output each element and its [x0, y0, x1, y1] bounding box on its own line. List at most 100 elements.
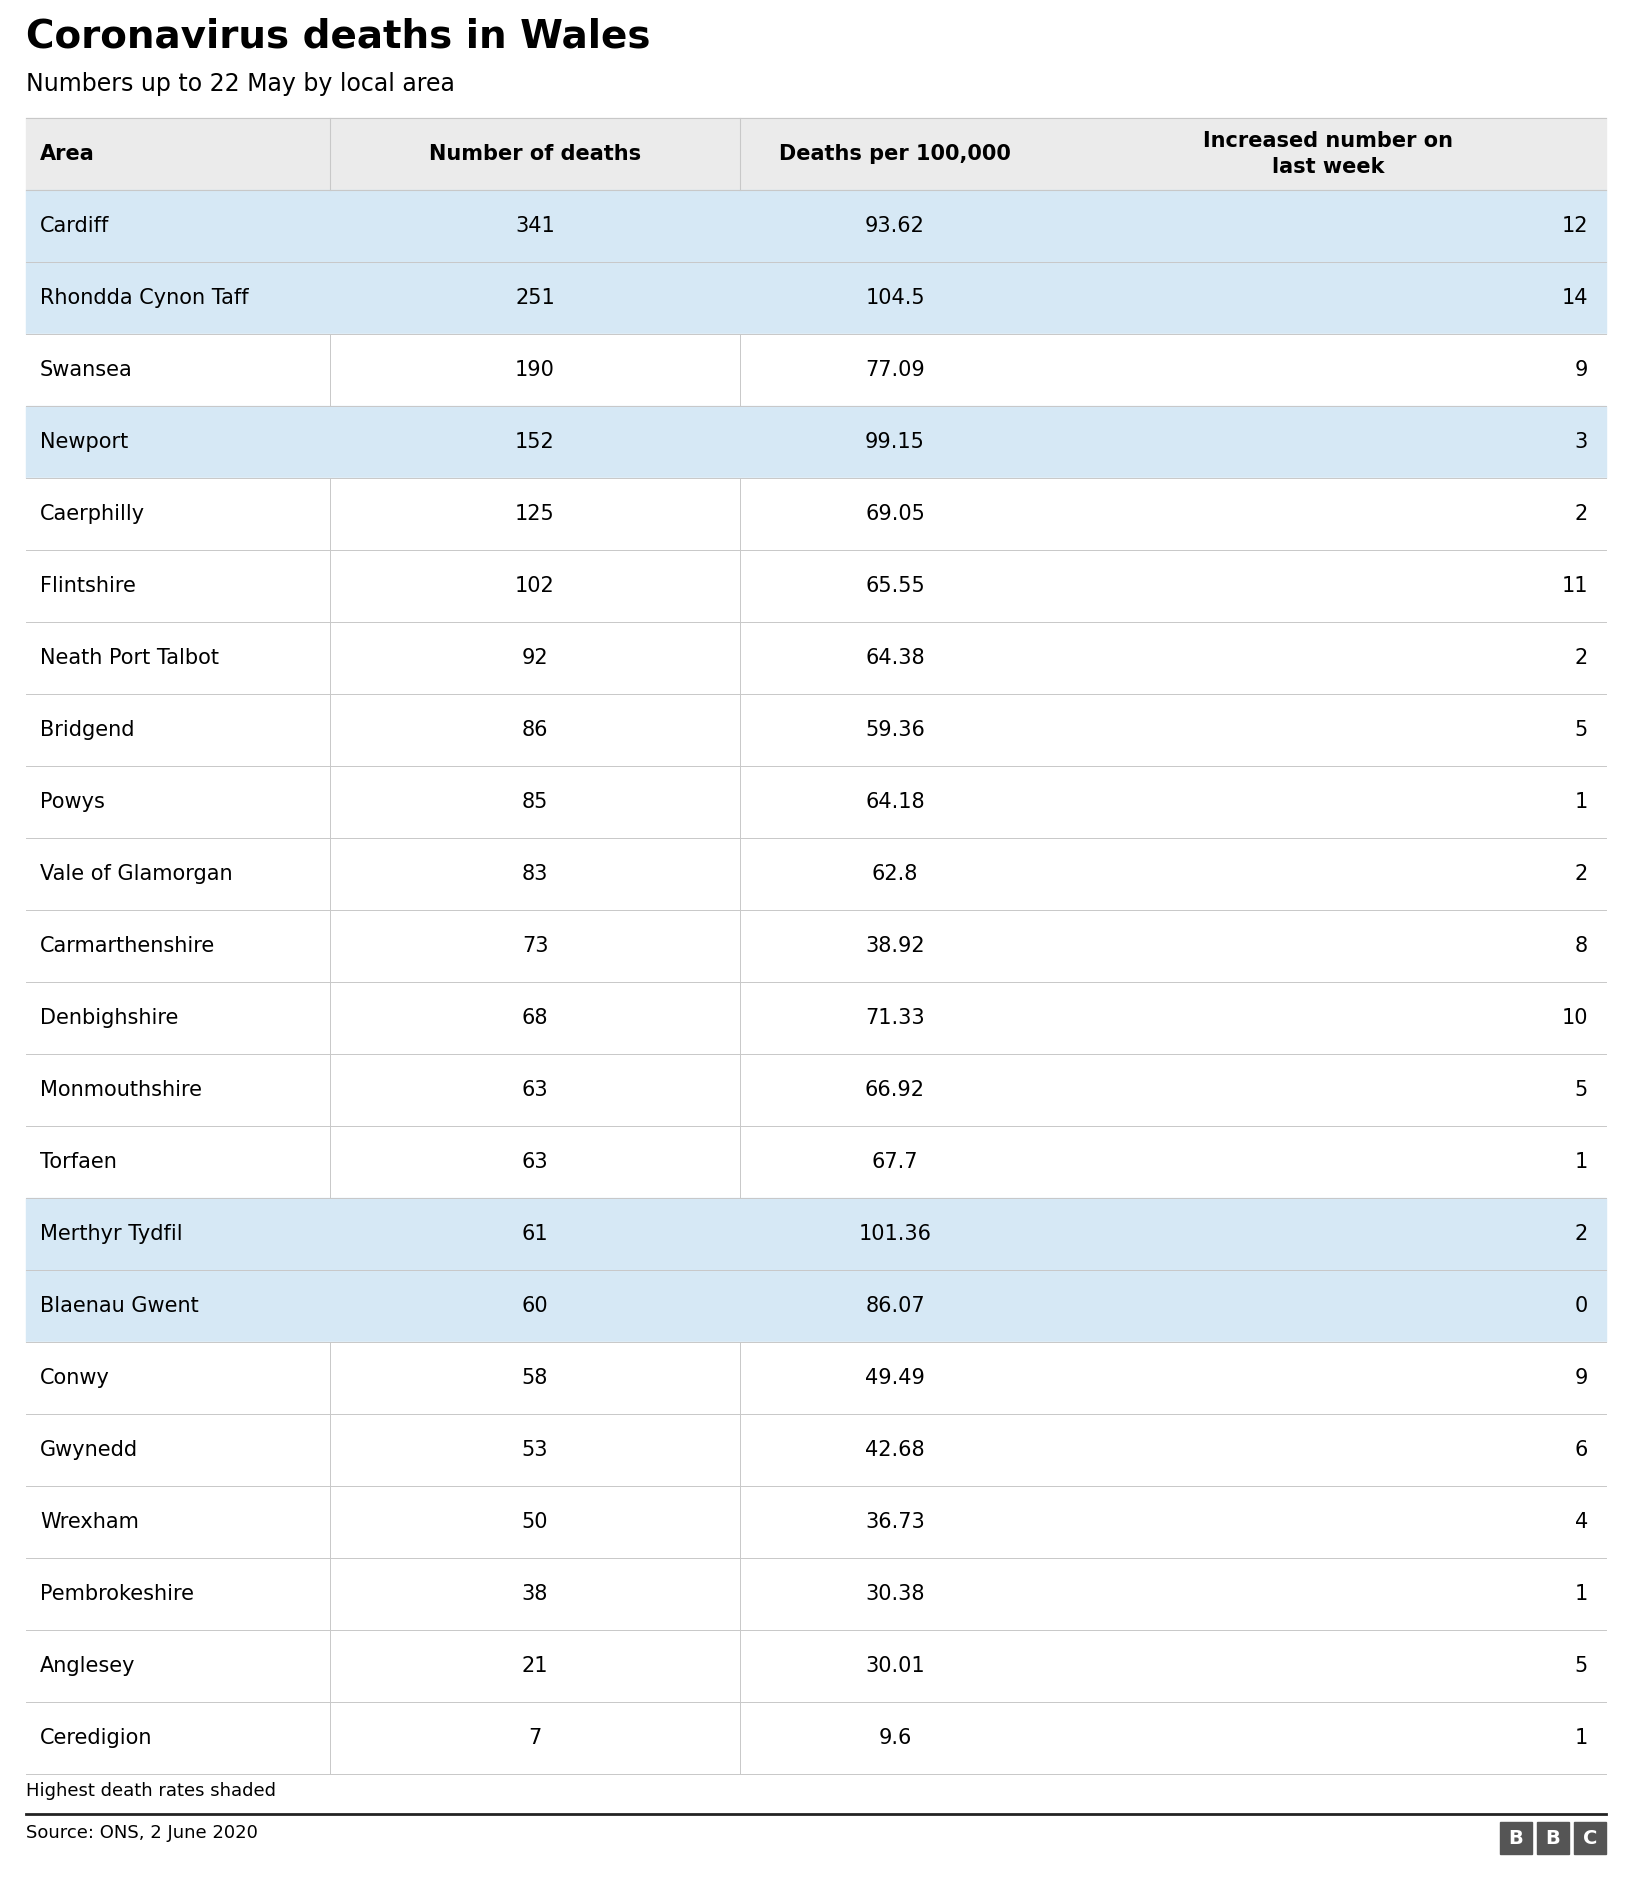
Text: 7: 7	[529, 1729, 542, 1748]
Text: Pembrokeshire: Pembrokeshire	[41, 1584, 194, 1603]
Text: Increased number on
last week: Increased number on last week	[1203, 131, 1452, 177]
Text: Rhondda Cynon Taff: Rhondda Cynon Taff	[41, 288, 248, 308]
Text: 58: 58	[522, 1367, 548, 1388]
Text: 5: 5	[1575, 720, 1588, 741]
Text: 2: 2	[1575, 864, 1588, 883]
Bar	[26, 1485, 1606, 1557]
Text: 3: 3	[1575, 432, 1588, 451]
Text: Cardiff: Cardiff	[41, 215, 109, 236]
Text: Coronavirus deaths in Wales: Coronavirus deaths in Wales	[26, 17, 651, 55]
Text: 38: 38	[522, 1584, 548, 1603]
Bar	[26, 190, 1606, 263]
Text: Denbighshire: Denbighshire	[41, 1007, 178, 1028]
Bar	[26, 118, 1606, 190]
Bar	[26, 1557, 1606, 1630]
Text: 30.38: 30.38	[865, 1584, 925, 1603]
Text: 62.8: 62.8	[871, 864, 919, 883]
Text: 5: 5	[1575, 1656, 1588, 1676]
Text: 86: 86	[522, 720, 548, 741]
Text: 2: 2	[1575, 1224, 1588, 1243]
Text: 12: 12	[1562, 215, 1588, 236]
Bar	[26, 693, 1606, 765]
Bar	[1537, 1822, 1568, 1854]
Text: 36.73: 36.73	[865, 1512, 925, 1533]
Bar	[26, 838, 1606, 910]
Text: 101.36: 101.36	[858, 1224, 932, 1243]
Text: 50: 50	[522, 1512, 548, 1533]
Text: 9: 9	[1575, 360, 1588, 381]
Text: Number of deaths: Number of deaths	[429, 145, 641, 164]
Text: 38.92: 38.92	[865, 937, 925, 956]
Bar	[26, 1270, 1606, 1342]
Text: 1: 1	[1575, 1729, 1588, 1748]
Bar	[26, 1415, 1606, 1485]
Text: 68: 68	[522, 1007, 548, 1028]
Text: B: B	[1546, 1828, 1560, 1847]
Text: B: B	[1508, 1828, 1523, 1847]
Text: 2: 2	[1575, 647, 1588, 668]
Text: Flintshire: Flintshire	[41, 577, 135, 596]
Text: 9.6: 9.6	[878, 1729, 912, 1748]
Text: 341: 341	[516, 215, 555, 236]
Bar	[26, 623, 1606, 693]
Text: 5: 5	[1575, 1080, 1588, 1101]
Text: 66.92: 66.92	[865, 1080, 925, 1101]
Text: 0: 0	[1575, 1297, 1588, 1316]
Bar	[26, 1702, 1606, 1775]
Text: Source: ONS, 2 June 2020: Source: ONS, 2 June 2020	[26, 1824, 258, 1841]
Text: Neath Port Talbot: Neath Port Talbot	[41, 647, 219, 668]
Text: 1: 1	[1575, 1152, 1588, 1173]
Text: 10: 10	[1562, 1007, 1588, 1028]
Text: Numbers up to 22 May by local area: Numbers up to 22 May by local area	[26, 72, 455, 95]
Text: Torfaen: Torfaen	[41, 1152, 118, 1173]
Text: 93.62: 93.62	[865, 215, 925, 236]
Text: 61: 61	[522, 1224, 548, 1243]
Text: 6: 6	[1575, 1439, 1588, 1460]
Text: 102: 102	[516, 577, 555, 596]
Text: Anglesey: Anglesey	[41, 1656, 135, 1676]
Text: 64.38: 64.38	[865, 647, 925, 668]
Text: Merthyr Tydfil: Merthyr Tydfil	[41, 1224, 183, 1243]
Text: 86.07: 86.07	[865, 1297, 925, 1316]
Text: Vale of Glamorgan: Vale of Glamorgan	[41, 864, 233, 883]
Text: 104.5: 104.5	[865, 288, 925, 308]
Text: Ceredigion: Ceredigion	[41, 1729, 152, 1748]
Text: 152: 152	[516, 432, 555, 451]
Bar	[26, 1198, 1606, 1270]
Bar	[1500, 1822, 1532, 1854]
Text: Wrexham: Wrexham	[41, 1512, 139, 1533]
Text: 11: 11	[1562, 577, 1588, 596]
Bar	[26, 1630, 1606, 1702]
Text: Bridgend: Bridgend	[41, 720, 134, 741]
Text: 67.7: 67.7	[871, 1152, 919, 1173]
Text: 64.18: 64.18	[865, 792, 925, 811]
Text: 71.33: 71.33	[865, 1007, 925, 1028]
Text: Carmarthenshire: Carmarthenshire	[41, 937, 215, 956]
Bar	[26, 406, 1606, 478]
Text: 92: 92	[522, 647, 548, 668]
Text: 125: 125	[516, 505, 555, 524]
Bar	[26, 333, 1606, 406]
Text: 59.36: 59.36	[865, 720, 925, 741]
Text: 190: 190	[516, 360, 555, 381]
Text: 1: 1	[1575, 1584, 1588, 1603]
Text: Monmouthshire: Monmouthshire	[41, 1080, 202, 1101]
Text: 63: 63	[522, 1080, 548, 1101]
Text: Gwynedd: Gwynedd	[41, 1439, 139, 1460]
Text: 42.68: 42.68	[865, 1439, 925, 1460]
Text: Area: Area	[41, 145, 95, 164]
Bar	[26, 910, 1606, 982]
Text: Powys: Powys	[41, 792, 104, 811]
Text: 21: 21	[522, 1656, 548, 1676]
Bar	[26, 1125, 1606, 1198]
Text: 60: 60	[522, 1297, 548, 1316]
Text: 65.55: 65.55	[865, 577, 925, 596]
Text: 85: 85	[522, 792, 548, 811]
Text: 69.05: 69.05	[865, 505, 925, 524]
Text: 8: 8	[1575, 937, 1588, 956]
Text: 73: 73	[522, 937, 548, 956]
Text: Caerphilly: Caerphilly	[41, 505, 145, 524]
Text: Highest death rates shaded: Highest death rates shaded	[26, 1782, 276, 1799]
Text: Conwy: Conwy	[41, 1367, 109, 1388]
Bar	[26, 1055, 1606, 1125]
